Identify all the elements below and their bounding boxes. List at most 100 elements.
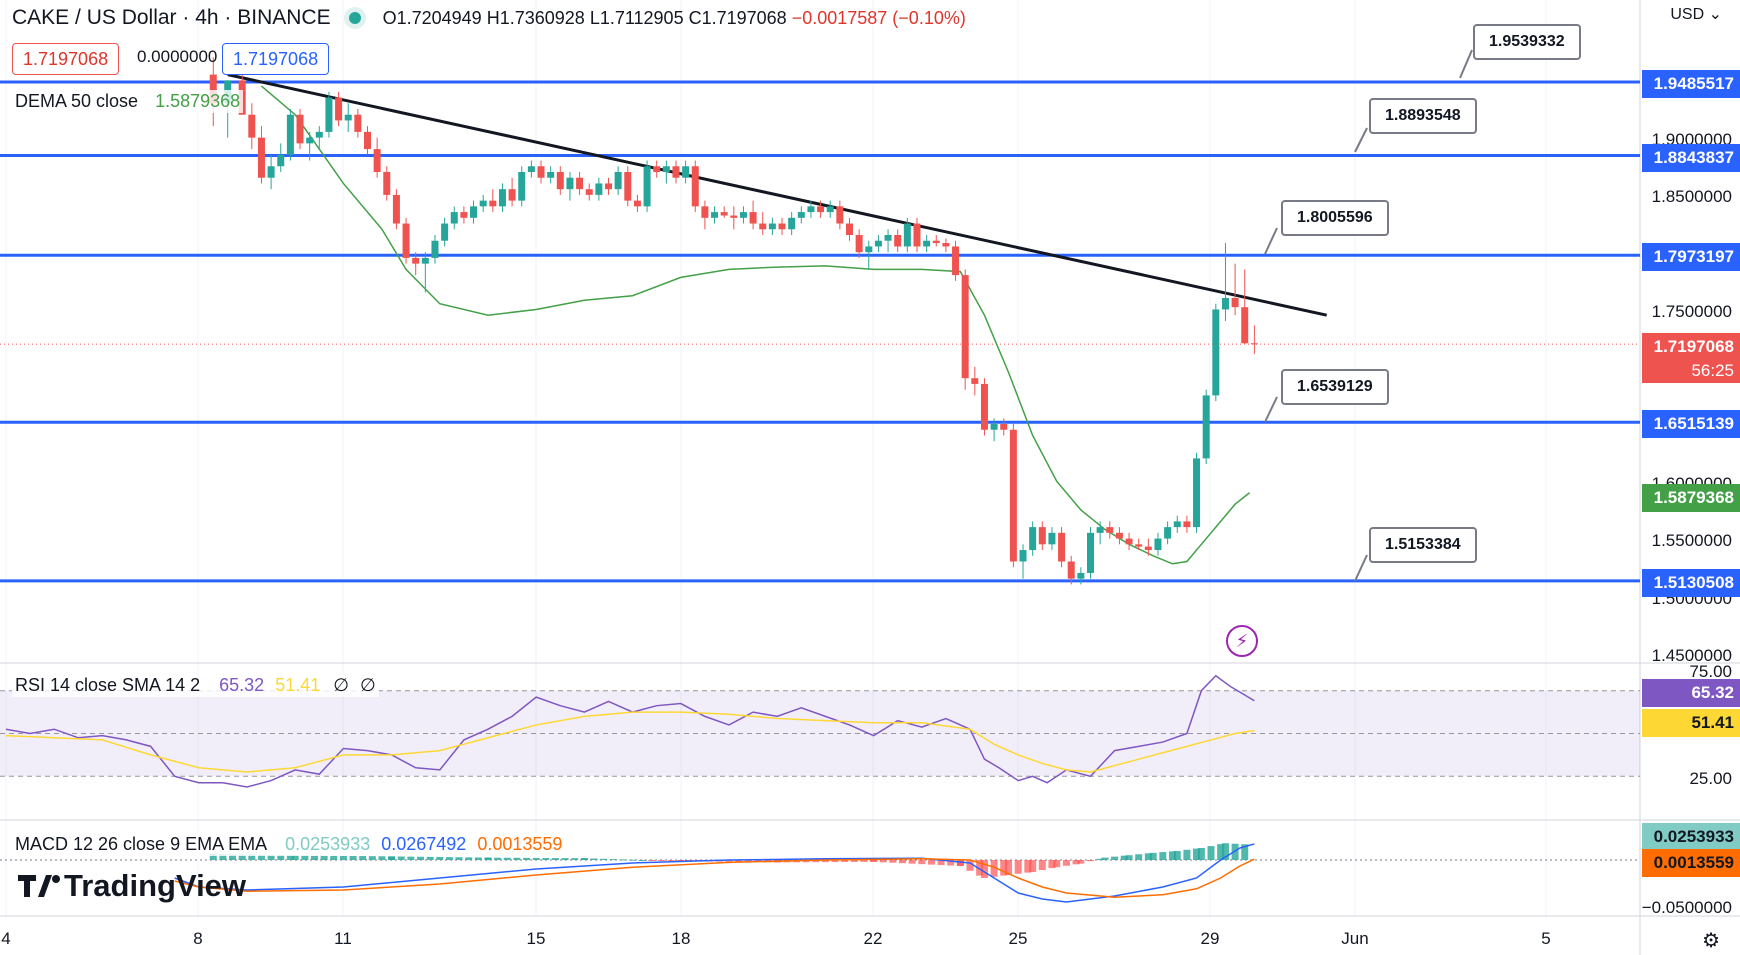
macd-histogram-bar xyxy=(494,857,502,860)
candle-body xyxy=(1144,546,1152,551)
macd-histogram-bar xyxy=(513,857,521,860)
settings-gear-icon[interactable]: ⚙ xyxy=(1702,930,1720,952)
candle-body xyxy=(884,234,892,241)
candle-body xyxy=(778,223,786,230)
candle-body xyxy=(1067,561,1075,579)
macd-histogram-bar xyxy=(1197,848,1205,860)
macd-histogram-bar xyxy=(359,856,367,860)
candle-body xyxy=(498,189,506,207)
price-callout[interactable]: 1.5153384 xyxy=(1369,527,1477,563)
candle-body xyxy=(855,234,863,253)
macd-histogram-bar xyxy=(899,860,907,864)
candle-body xyxy=(248,114,256,138)
candle-body xyxy=(576,177,584,190)
candle-body xyxy=(383,171,391,195)
macd-histogram-bar xyxy=(532,857,540,860)
price-callout[interactable]: 1.8005596 xyxy=(1281,200,1389,236)
time-tick: 15 xyxy=(526,929,546,948)
rsi-extra1: ∅ xyxy=(333,675,349,695)
candle-body xyxy=(257,137,265,178)
candle-body xyxy=(286,114,294,155)
macd-histogram-bar xyxy=(735,860,743,862)
candle-body xyxy=(614,171,622,190)
macd-histogram-bar xyxy=(1221,843,1229,860)
callout-pointer xyxy=(1354,127,1368,153)
macd-signal-value: 0.0013559 xyxy=(477,834,563,854)
macd-histogram-bar xyxy=(1193,848,1201,860)
macd-histogram-bar xyxy=(445,857,453,860)
buy-price-button[interactable]: 1.7197068 xyxy=(222,43,330,75)
macd-label: MACD 12 26 close 9 EMA EMA xyxy=(15,834,267,854)
horizontal-levels xyxy=(0,80,1640,583)
macd-histogram-bar xyxy=(330,855,338,860)
macd-histogram-bar xyxy=(937,860,945,866)
price-tick: 1.7500000 xyxy=(1651,302,1732,321)
macd-legend[interactable]: MACD 12 26 close 9 EMA EMA 0.0253933 0.0… xyxy=(12,833,566,856)
macd-histogram-bar xyxy=(667,860,675,861)
macd-histogram-bar xyxy=(1241,844,1249,860)
candle-body xyxy=(836,206,844,224)
price-callout[interactable]: 1.8893548 xyxy=(1369,98,1477,134)
macd-histogram-bar xyxy=(407,856,415,860)
macd-histogram-bar xyxy=(947,860,955,866)
macd-tick: −0.0500000 xyxy=(1641,898,1732,917)
candle-body xyxy=(479,200,487,207)
candle-body xyxy=(460,212,468,218)
dema-value: 1.5879368 xyxy=(155,91,241,111)
macd-histogram-bar xyxy=(1144,853,1152,860)
macd-histogram-bar xyxy=(812,860,820,863)
macd-histogram-bar xyxy=(1024,860,1032,873)
macd-histogram-bar xyxy=(870,860,878,862)
price-callout[interactable]: 1.6539129 xyxy=(1281,369,1389,405)
candle-body xyxy=(1096,527,1104,533)
ohlc-values: O1.7204949 H1.7360928 L1.7112905 C1.7197… xyxy=(383,8,966,29)
candle-body xyxy=(1183,521,1191,528)
rsi-tick: 75.00 xyxy=(1689,662,1732,681)
macd-histogram-bar xyxy=(850,860,858,862)
candle-body xyxy=(508,189,516,201)
candle-body xyxy=(364,131,371,150)
macd-line-value: 0.0267492 xyxy=(381,834,467,854)
macd-signal-tag: 0.0013559 xyxy=(1642,849,1740,877)
candle-body xyxy=(913,223,921,247)
symbol-title[interactable]: CAKE / US Dollar · 4h · BINANCE xyxy=(12,6,331,29)
candle-body xyxy=(373,149,381,172)
sell-price-button[interactable]: 1.7197068 xyxy=(12,43,120,75)
macd-histogram-bar xyxy=(484,857,492,860)
market-status-icon xyxy=(348,12,361,24)
macd-histogram-bar xyxy=(879,860,887,863)
macd-histogram-bar xyxy=(436,857,444,860)
symbol-header: CAKE / US Dollar · 4h · BINANCE O1.72049… xyxy=(12,6,966,30)
candle-body xyxy=(711,212,719,218)
macd-histogram-bar xyxy=(455,857,463,860)
tradingview-logo: TradingView xyxy=(16,868,246,904)
candle-body xyxy=(1009,429,1017,562)
dema-legend[interactable]: DEMA 50 close 1.5879368 xyxy=(12,90,244,113)
level-tag: 1.6515139 xyxy=(1642,410,1740,438)
rsi-legend[interactable]: RSI 14 close SMA 14 2 65.32 51.41 ∅ ∅ xyxy=(12,674,379,697)
price-tick: 1.8500000 xyxy=(1651,187,1732,206)
macd-histogram-bar xyxy=(571,858,579,860)
macd-histogram-bar xyxy=(551,858,559,860)
candle-body xyxy=(624,171,632,201)
candle-body xyxy=(990,424,998,430)
candle-body xyxy=(653,166,661,172)
candle-body xyxy=(537,166,545,178)
macd-hist-tag: 0.0253933 xyxy=(1642,823,1740,851)
candle-body xyxy=(1193,458,1201,528)
price-callout[interactable]: 1.9539332 xyxy=(1473,24,1581,60)
macd-histogram-bar xyxy=(1072,860,1080,865)
currency-selector[interactable]: USD ⌄ xyxy=(1670,6,1722,23)
candle-body xyxy=(1241,307,1249,344)
lightning-icon[interactable]: ⚡ xyxy=(1226,625,1258,657)
candle-body xyxy=(315,131,323,138)
macd-histogram-bar xyxy=(339,855,347,860)
macd-histogram-bar xyxy=(1087,860,1094,862)
macd-histogram-bar xyxy=(821,860,829,863)
macd-histogram-bar xyxy=(1173,851,1181,860)
macd-histogram-bar xyxy=(744,860,752,863)
dema-label: DEMA 50 close xyxy=(15,91,139,111)
rsi-sma-tag: 51.41 xyxy=(1642,709,1740,737)
candle-body xyxy=(894,234,902,247)
